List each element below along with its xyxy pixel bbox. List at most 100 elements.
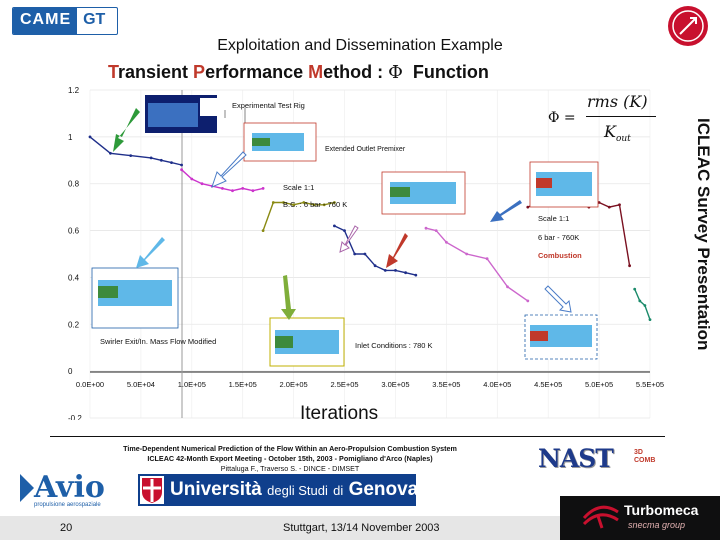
- data-point-seg7: [643, 304, 647, 307]
- arrow-olive-icon: [281, 275, 296, 320]
- annotation-premixer: Extended Outlet Premixer: [325, 146, 406, 153]
- data-point-seg4: [333, 224, 336, 228]
- y-tick-label: 0.2: [68, 320, 80, 329]
- annotation-bar-760k: 6 bar - 760K: [538, 233, 579, 242]
- phi-symbol: Φ: [388, 62, 403, 83]
- data-point-seg2: [200, 182, 204, 186]
- method-title: Transient Performance Method : Φ Functio…: [108, 62, 489, 83]
- x-tick-label: 4.0E+05: [483, 380, 511, 389]
- data-point-seg4: [373, 264, 377, 268]
- y-tick-label: 0.8: [68, 180, 80, 189]
- arrow-lightblue-icon: [544, 285, 572, 313]
- turbomeca-logo-text: Turbomeca: [624, 502, 699, 518]
- meeting-line: ICLEAC 42-Month Export Meeting - October…: [147, 454, 433, 463]
- data-point-seg7: [638, 299, 642, 303]
- slide-title: Exploitation and Dissemination Example: [217, 37, 503, 54]
- turbomeca-mark-icon: [582, 505, 619, 529]
- series-line-seg4: [334, 225, 416, 276]
- y-tick-label: 0.4: [68, 273, 80, 282]
- unige-word-degli-studi: degli Studi: [267, 483, 328, 498]
- arrow-red-icon: [386, 233, 408, 268]
- data-point-seg2: [231, 189, 234, 193]
- callout-arrows: [113, 108, 572, 320]
- x-tick-label: 5.5E+05: [636, 380, 664, 389]
- unige-logo-text: Università degli Studi di Genova: [170, 479, 418, 501]
- avio-logo-sub: propulsione aerospaziale: [34, 502, 101, 508]
- data-point-seg5: [445, 240, 448, 244]
- annotation-test-rig: Experimental Test Rig: [232, 101, 305, 110]
- formula-numerator: rms (K): [587, 92, 648, 111]
- x-tick-label: 2.5E+05: [330, 380, 358, 389]
- unige-word-genova: Genova: [348, 479, 419, 500]
- data-point-seg3: [282, 201, 285, 204]
- data-point-seg1: [159, 158, 163, 162]
- turbomeca-group-text: snecma group: [628, 520, 686, 530]
- x-tick-label: 5.0E+04: [127, 380, 155, 389]
- annotation-inlet: Inlet Conditions : 780 K: [355, 341, 433, 350]
- arrow-outline-icon: [211, 151, 247, 188]
- turbomeca-logo: Turbomeca snecma group: [576, 498, 716, 534]
- annotation-bc: B.C. : 6 bar - 760 K: [283, 200, 347, 209]
- data-point-seg3: [312, 203, 316, 207]
- series-line-seg3: [262, 201, 335, 231]
- arrow-cyan-icon: [136, 237, 165, 268]
- avio-logo-text: Avio: [34, 470, 105, 505]
- annotation-swirler: Swirler Exit/In. Mass Flow Modified: [100, 337, 216, 346]
- y-tick-label: 0: [68, 367, 73, 376]
- data-point-seg3: [261, 229, 265, 233]
- data-point-seg1: [149, 156, 153, 160]
- x-tick-label: 1.5E+05: [229, 380, 257, 389]
- annotation-combustion: Combustion: [538, 251, 582, 260]
- data-point-seg4: [383, 269, 387, 272]
- data-point-seg1: [109, 151, 112, 155]
- y-tick-label: 1.2: [68, 86, 80, 95]
- nast-logo-text: NAST: [538, 444, 614, 473]
- avio-logo: Avio propulsione aerospaziale: [20, 468, 120, 510]
- x-tick-labels: 0.0E+00 5.0E+04 1.0E+05 1.5E+05 2.0E+05 2.5E+…: [76, 380, 664, 389]
- series-line-seg1: [89, 136, 182, 166]
- x-tick-label: 3.0E+05: [381, 380, 409, 389]
- method-title-word-transient: ransient: [118, 62, 194, 82]
- series-line-seg5: [425, 227, 529, 302]
- arrow-green-icon: [113, 108, 140, 152]
- data-point-seg5: [465, 252, 469, 256]
- came-gt-logo: CAME GT: [12, 7, 118, 35]
- data-point-seg5: [424, 226, 428, 230]
- test-rig-photo-detail: [148, 103, 198, 127]
- paper-title: Time-Dependent Numerical Prediction of t…: [123, 444, 457, 453]
- cfd-image-premixer-fill: [252, 133, 304, 151]
- data-point-seg2: [251, 189, 255, 193]
- data-point-seg1: [129, 154, 133, 158]
- data-point-seg4: [414, 273, 418, 277]
- arrow-magenta-icon: [339, 225, 359, 253]
- data-point-seg2: [221, 187, 224, 190]
- data-point-seg4: [353, 252, 357, 256]
- data-point-seg2: [190, 177, 194, 181]
- x-tick-label: 5.0E+05: [585, 380, 613, 389]
- method-title-function: Function: [412, 62, 489, 82]
- data-point-seg2: [180, 168, 184, 172]
- y-tick-labels: 1.2 1 0.8 0.6 0.4 0.2 0 -0.2: [68, 86, 82, 420]
- data-point-seg5: [526, 299, 530, 303]
- y-tick-label: 1: [68, 133, 73, 142]
- data-point-seg4: [363, 252, 367, 256]
- side-title-text: ICLEAC Survey Presentation: [694, 118, 713, 351]
- footer-rule: [50, 436, 665, 437]
- citation-block: Time-Dependent Numerical Prediction of t…: [60, 444, 520, 474]
- unige-word-universita: Università: [170, 479, 262, 500]
- data-point-seg7: [633, 287, 637, 291]
- venue-line: Stuttgart, 13/14 November 2003: [283, 522, 440, 534]
- data-point-seg5: [485, 257, 489, 261]
- data-point-seg4: [394, 269, 397, 272]
- x-tick-label: 3.5E+05: [432, 380, 460, 389]
- data-point-seg2: [241, 187, 245, 190]
- data-point-seg3: [302, 201, 306, 204]
- formula-lhs: Φ =: [548, 110, 576, 126]
- y-tick-label: -0.2: [68, 414, 82, 420]
- data-point-seg6: [618, 203, 621, 207]
- data-point-seg2: [261, 187, 265, 190]
- arrow-blue-icon: [490, 200, 522, 222]
- unige-logo: Università degli Studi di Genova: [138, 474, 418, 506]
- data-point-seg7: [648, 318, 652, 321]
- data-point-seg6: [628, 264, 631, 268]
